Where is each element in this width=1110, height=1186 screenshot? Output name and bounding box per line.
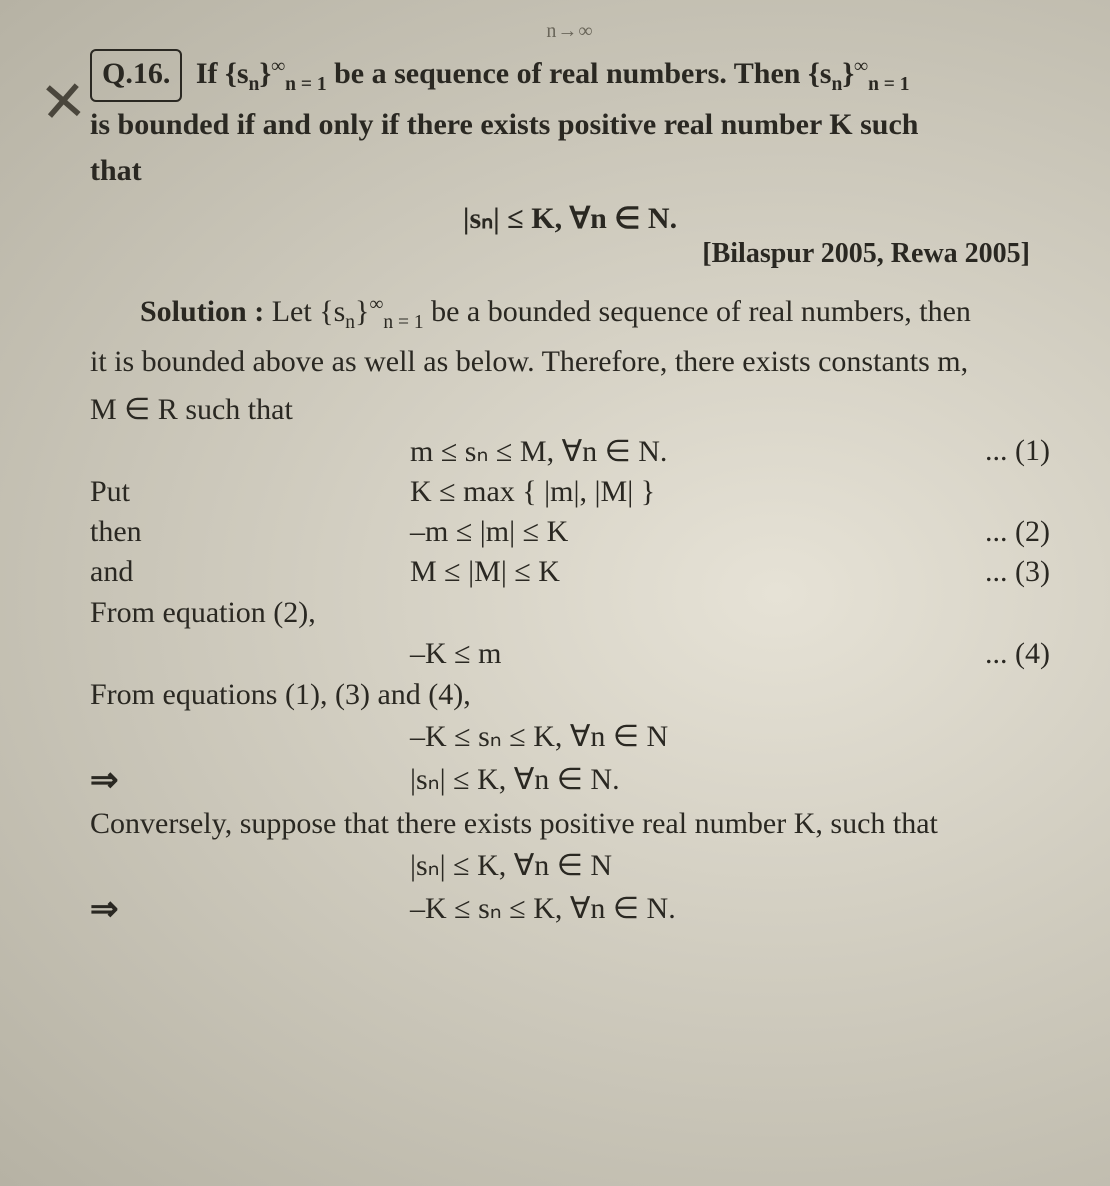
arrow-1: ⇒: [90, 760, 290, 800]
arrow-2: ⇒: [90, 889, 290, 929]
equation-grid-4: |sₙ| ≤ K, ∀n ∈ N ⇒ –K ≤ sₙ ≤ K, ∀n ∈ N.: [90, 848, 1050, 929]
equation-grid-2: –K ≤ m ... (4): [90, 637, 1050, 671]
eq6: |sₙ| ≤ K, ∀n ∈ N.: [290, 762, 930, 797]
sol-l1-bot: n = 1: [383, 312, 423, 333]
eq3-num: ... (3): [930, 555, 1050, 589]
q-text-1: If {s: [196, 57, 249, 90]
from-eq-134: From equations (1), (3) and (4),: [90, 671, 1050, 719]
q-sub-1: n: [249, 74, 260, 95]
sol-l1b: }: [355, 295, 369, 328]
then-label: then: [90, 515, 290, 549]
q-sup-1: ∞: [271, 56, 285, 77]
converse-line: Conversely, suppose that there exists po…: [90, 800, 1050, 848]
q-text-2: be a sequence of real numbers. Then {s: [334, 57, 831, 90]
sol-l1c: be a bounded sequence of real numbers, t…: [424, 295, 971, 328]
eq1: m ≤ sₙ ≤ M, ∀n ∈ N.: [290, 434, 930, 469]
and-label: and: [90, 555, 290, 589]
q-brace-1: }: [259, 57, 271, 90]
q-subidx-2: n = 1: [868, 74, 909, 95]
from-eq-2: From equation (2),: [90, 589, 1050, 637]
equation-grid: m ≤ sₙ ≤ M, ∀n ∈ N. ... (1) Put K ≤ max …: [90, 434, 1050, 589]
sol-l1-top: ∞: [369, 294, 383, 315]
sol-line-1: Solution : Let {sn}∞n = 1 be a bounded s…: [90, 288, 1050, 338]
q-text-3: is bounded if and only if there exists p…: [90, 102, 1050, 149]
question-block: Q.16. If {sn}∞n = 1 be a sequence of rea…: [90, 49, 1050, 195]
margin-cross-mark: ✕: [38, 68, 89, 136]
sol-l1a: Let {s: [272, 295, 346, 328]
q-attribution: [Bilaspur 2005, Rewa 2005]: [90, 238, 1030, 270]
page-scan: ✕ n→∞ Q.16. If {sn}∞n = 1 be a sequence …: [0, 0, 1110, 1186]
solution-lead: Solution :: [140, 295, 272, 328]
equation-grid-3: –K ≤ sₙ ≤ K, ∀n ∈ N ⇒ |sₙ| ≤ K, ∀n ∈ N.: [90, 719, 1050, 800]
eq7: |sₙ| ≤ K, ∀n ∈ N: [290, 848, 930, 883]
q-subidx-1: n = 1: [285, 74, 326, 95]
eq1-num: ... (1): [930, 434, 1050, 468]
eq5: –K ≤ sₙ ≤ K, ∀n ∈ N: [290, 719, 930, 754]
q-sub-2: n: [831, 74, 842, 95]
q-brace-2: }: [842, 57, 854, 90]
top-faded-text: n→∞: [90, 20, 1050, 43]
eq4-num: ... (4): [930, 637, 1050, 671]
solution-block: Solution : Let {sn}∞n = 1 be a bounded s…: [90, 288, 1050, 434]
eq4: –K ≤ m: [290, 637, 930, 671]
q-text-4: that: [90, 148, 1050, 195]
q-sup-2: ∞: [854, 56, 868, 77]
eq2-num: ... (2): [930, 515, 1050, 549]
eq3: M ≤ |M| ≤ K: [290, 555, 930, 589]
eq-put: K ≤ max { |m|, |M| }: [290, 475, 930, 509]
eq2: –m ≤ |m| ≤ K: [290, 515, 930, 549]
sol-line-3: M ∈ R such that: [90, 386, 1050, 434]
q-condition: |sₙ| ≤ K, ∀n ∈ N.: [90, 201, 1050, 236]
sol-l1-sub: n: [345, 312, 355, 333]
eq8: –K ≤ sₙ ≤ K, ∀n ∈ N.: [290, 891, 930, 926]
put-label: Put: [90, 475, 290, 509]
sol-line-2: it is bounded above as well as below. Th…: [90, 338, 1050, 386]
question-number: Q.16.: [90, 49, 182, 102]
